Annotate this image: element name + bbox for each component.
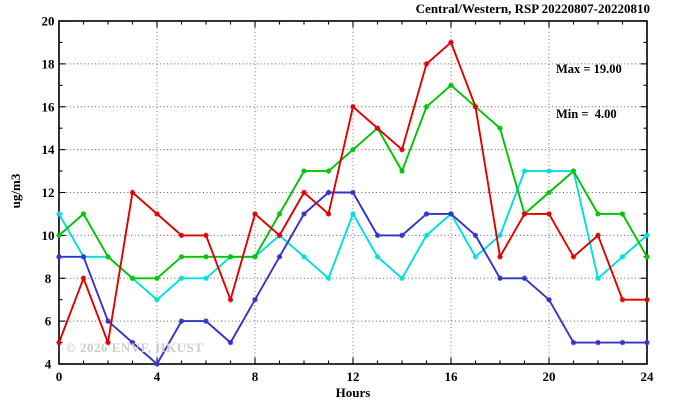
svg-text:18: 18 (42, 56, 56, 71)
series-blue (56, 189, 650, 367)
series-red-markers (56, 39, 650, 346)
svg-text:24: 24 (641, 369, 655, 384)
x-tick-labels: 0 4 8 12 16 20 24 (56, 369, 654, 384)
svg-text:20: 20 (42, 14, 55, 29)
svg-text:0: 0 (56, 369, 63, 384)
svg-text:4: 4 (45, 357, 52, 372)
svg-text:6: 6 (45, 314, 52, 329)
svg-text:12: 12 (347, 369, 360, 384)
y-axis-label: ug/m3 (8, 173, 23, 209)
axis-ticks (58, 20, 648, 365)
min-value-label: Min = 4.00 (556, 107, 617, 121)
series-red (56, 39, 650, 347)
chart-title: Central/Western, RSP 20220807-20220810 (415, 1, 650, 16)
max-value-label: Max = 19.00 (556, 62, 622, 76)
svg-text:8: 8 (252, 369, 259, 384)
svg-text:14: 14 (42, 142, 56, 157)
svg-text:8: 8 (45, 271, 52, 286)
series-blue-markers (56, 189, 650, 367)
max-min-annotation: Max = 19.00 Min = 4.00 (556, 32, 622, 152)
svg-text:10: 10 (42, 228, 55, 243)
svg-text:16: 16 (42, 99, 56, 114)
watermark: © 2026 ENVF, HKUST (66, 340, 204, 355)
svg-text:12: 12 (42, 185, 55, 200)
y-tick-labels: 4 6 8 10 12 14 16 18 20 (42, 14, 56, 372)
svg-text:16: 16 (445, 369, 459, 384)
svg-text:4: 4 (154, 369, 161, 384)
x-axis-label: Hours (335, 385, 371, 400)
svg-text:20: 20 (543, 369, 556, 384)
